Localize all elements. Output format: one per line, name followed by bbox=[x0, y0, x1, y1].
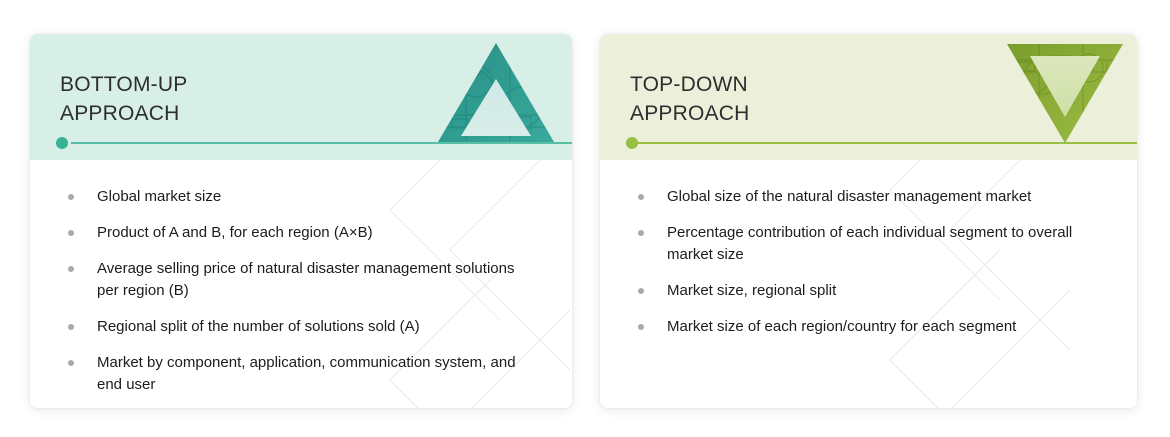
card-body-bottom-up: Global market size Product of A and B, f… bbox=[30, 160, 572, 408]
triangle-up-icon bbox=[436, 41, 556, 144]
list-item: Percentage contribution of each individu… bbox=[634, 222, 1103, 266]
bullet-list-bottom-up: Global market size Product of A and B, f… bbox=[64, 186, 538, 396]
list-item: Product of A and B, for each region (A×B… bbox=[64, 222, 538, 244]
list-item: Regional split of the number of solution… bbox=[64, 316, 538, 338]
list-item: Global market size bbox=[64, 186, 538, 208]
list-item: Market size of each region/country for e… bbox=[634, 316, 1103, 338]
header-rule-top-down bbox=[626, 137, 1137, 149]
card-header-top-down: TOP-DOWN APPROACH bbox=[600, 34, 1137, 160]
list-item: Global size of the natural disaster mana… bbox=[634, 186, 1103, 208]
card-header-bottom-up: BOTTOM-UP APPROACH bbox=[30, 34, 572, 160]
header-rule-line bbox=[66, 142, 572, 144]
card-top-down: TOP-DOWN APPROACH bbox=[600, 34, 1137, 408]
header-rule-line bbox=[636, 142, 1137, 144]
list-item: Market size, regional split bbox=[634, 280, 1103, 302]
bullet-list-top-down: Global size of the natural disaster mana… bbox=[634, 186, 1103, 338]
card-bottom-up: BOTTOM-UP APPROACH bbox=[30, 34, 572, 408]
header-rule-dot bbox=[626, 137, 638, 149]
card-title-bottom-up: BOTTOM-UP APPROACH bbox=[60, 73, 188, 125]
header-rule-dot bbox=[56, 137, 68, 149]
header-rule-bottom-up bbox=[56, 137, 572, 149]
list-item: Market by component, application, commun… bbox=[64, 352, 538, 396]
triangle-down-icon bbox=[1005, 42, 1125, 145]
list-item: Average selling price of natural disaste… bbox=[64, 258, 538, 302]
card-title-top-down: TOP-DOWN APPROACH bbox=[630, 73, 750, 125]
card-body-top-down: Global size of the natural disaster mana… bbox=[600, 160, 1137, 408]
